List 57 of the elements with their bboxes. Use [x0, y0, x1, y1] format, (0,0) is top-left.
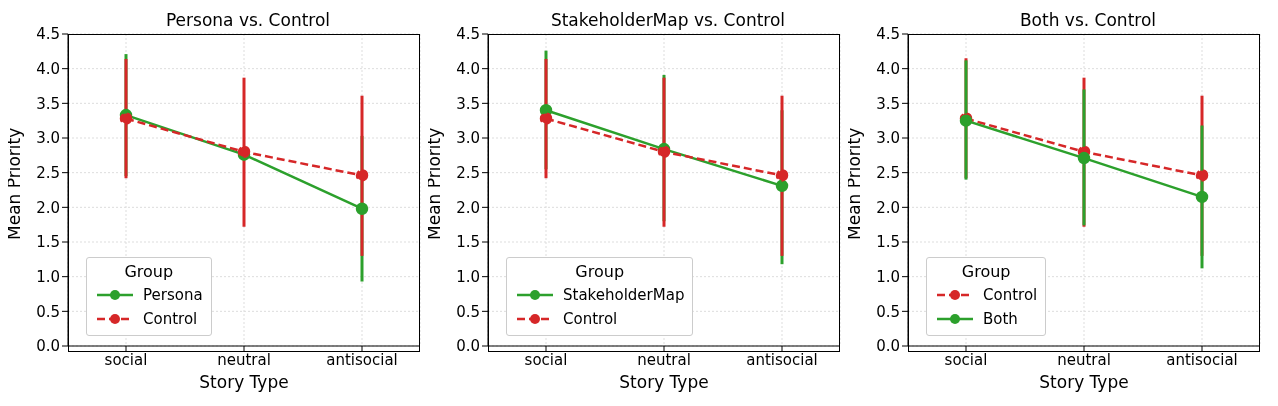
y-tick-label: 2.5 — [456, 163, 480, 182]
y-axis-title: Mean Priority — [844, 127, 865, 240]
legend-label: Control — [143, 310, 198, 328]
x-tick-label: antisocial — [326, 350, 398, 369]
y-tick-label: 4.5 — [36, 25, 60, 44]
x-tick-label: social — [104, 350, 148, 369]
y-tick-label: 1.0 — [456, 267, 480, 286]
y-tick-label: 0.5 — [456, 302, 480, 321]
y-tick-label: 2.5 — [36, 163, 60, 182]
y-tick-label: 3.5 — [36, 94, 60, 113]
y-tick-label: 1.0 — [36, 267, 60, 286]
chart-title: Both vs. Control — [1018, 10, 1158, 30]
y-tick-label: 3.0 — [876, 129, 900, 148]
y-tick-label: 0.5 — [876, 302, 900, 321]
y-tick-label: 3.5 — [876, 94, 900, 113]
legend-label: Both — [983, 310, 1018, 328]
x-axis-title: Story Type — [619, 372, 709, 392]
legend-title: Group — [960, 262, 1012, 281]
x-tick-label: antisocial — [746, 350, 818, 369]
legend-label: Control — [983, 286, 1038, 304]
y-tick-label: 0.0 — [456, 337, 480, 356]
x-tick-label: antisocial — [1166, 350, 1238, 369]
x-tick-label: neutral — [637, 350, 691, 369]
y-axis-title: Mean Priority — [4, 127, 25, 240]
y-tick-label: 2.5 — [876, 163, 900, 182]
y-tick-label: 3.5 — [456, 94, 480, 113]
y-tick-label: 3.0 — [36, 129, 60, 148]
x-axis-title: Story Type — [1039, 372, 1129, 392]
y-tick-label: 0.0 — [876, 337, 900, 356]
x-tick-label: neutral — [1057, 350, 1111, 369]
x-axis-title: Story Type — [199, 372, 289, 392]
x-tick-label: social — [524, 350, 568, 369]
y-tick-label: 1.5 — [36, 233, 60, 252]
chart-title: Persona vs. Control — [164, 10, 332, 30]
y-tick-label: 4.0 — [876, 59, 900, 78]
y-tick-label: 4.5 — [456, 25, 480, 44]
y-tick-label: 1.0 — [876, 267, 900, 286]
y-tick-label: 4.0 — [36, 59, 60, 78]
legend-label: StakeholderMap — [563, 286, 685, 304]
x-tick-label: neutral — [217, 350, 271, 369]
y-tick-label: 3.0 — [456, 129, 480, 148]
y-tick-label: 0.0 — [36, 337, 60, 356]
y-tick-label: 2.0 — [876, 198, 900, 217]
legend-title: Group — [123, 262, 175, 281]
legend-title: Group — [574, 262, 626, 281]
y-axis-title: Mean Priority — [424, 127, 445, 240]
legend-label: Persona — [143, 286, 203, 304]
y-tick-label: 0.5 — [36, 302, 60, 321]
y-tick-label: 1.5 — [456, 233, 480, 252]
chart-title: StakeholderMap vs. Control — [549, 10, 787, 30]
y-tick-label: 2.0 — [36, 198, 60, 217]
x-tick-label: social — [944, 350, 988, 369]
y-tick-label: 2.0 — [456, 198, 480, 217]
y-tick-label: 4.0 — [456, 59, 480, 78]
y-tick-label: 1.5 — [876, 233, 900, 252]
legend-label: Control — [563, 310, 618, 328]
y-tick-label: 4.5 — [876, 25, 900, 44]
